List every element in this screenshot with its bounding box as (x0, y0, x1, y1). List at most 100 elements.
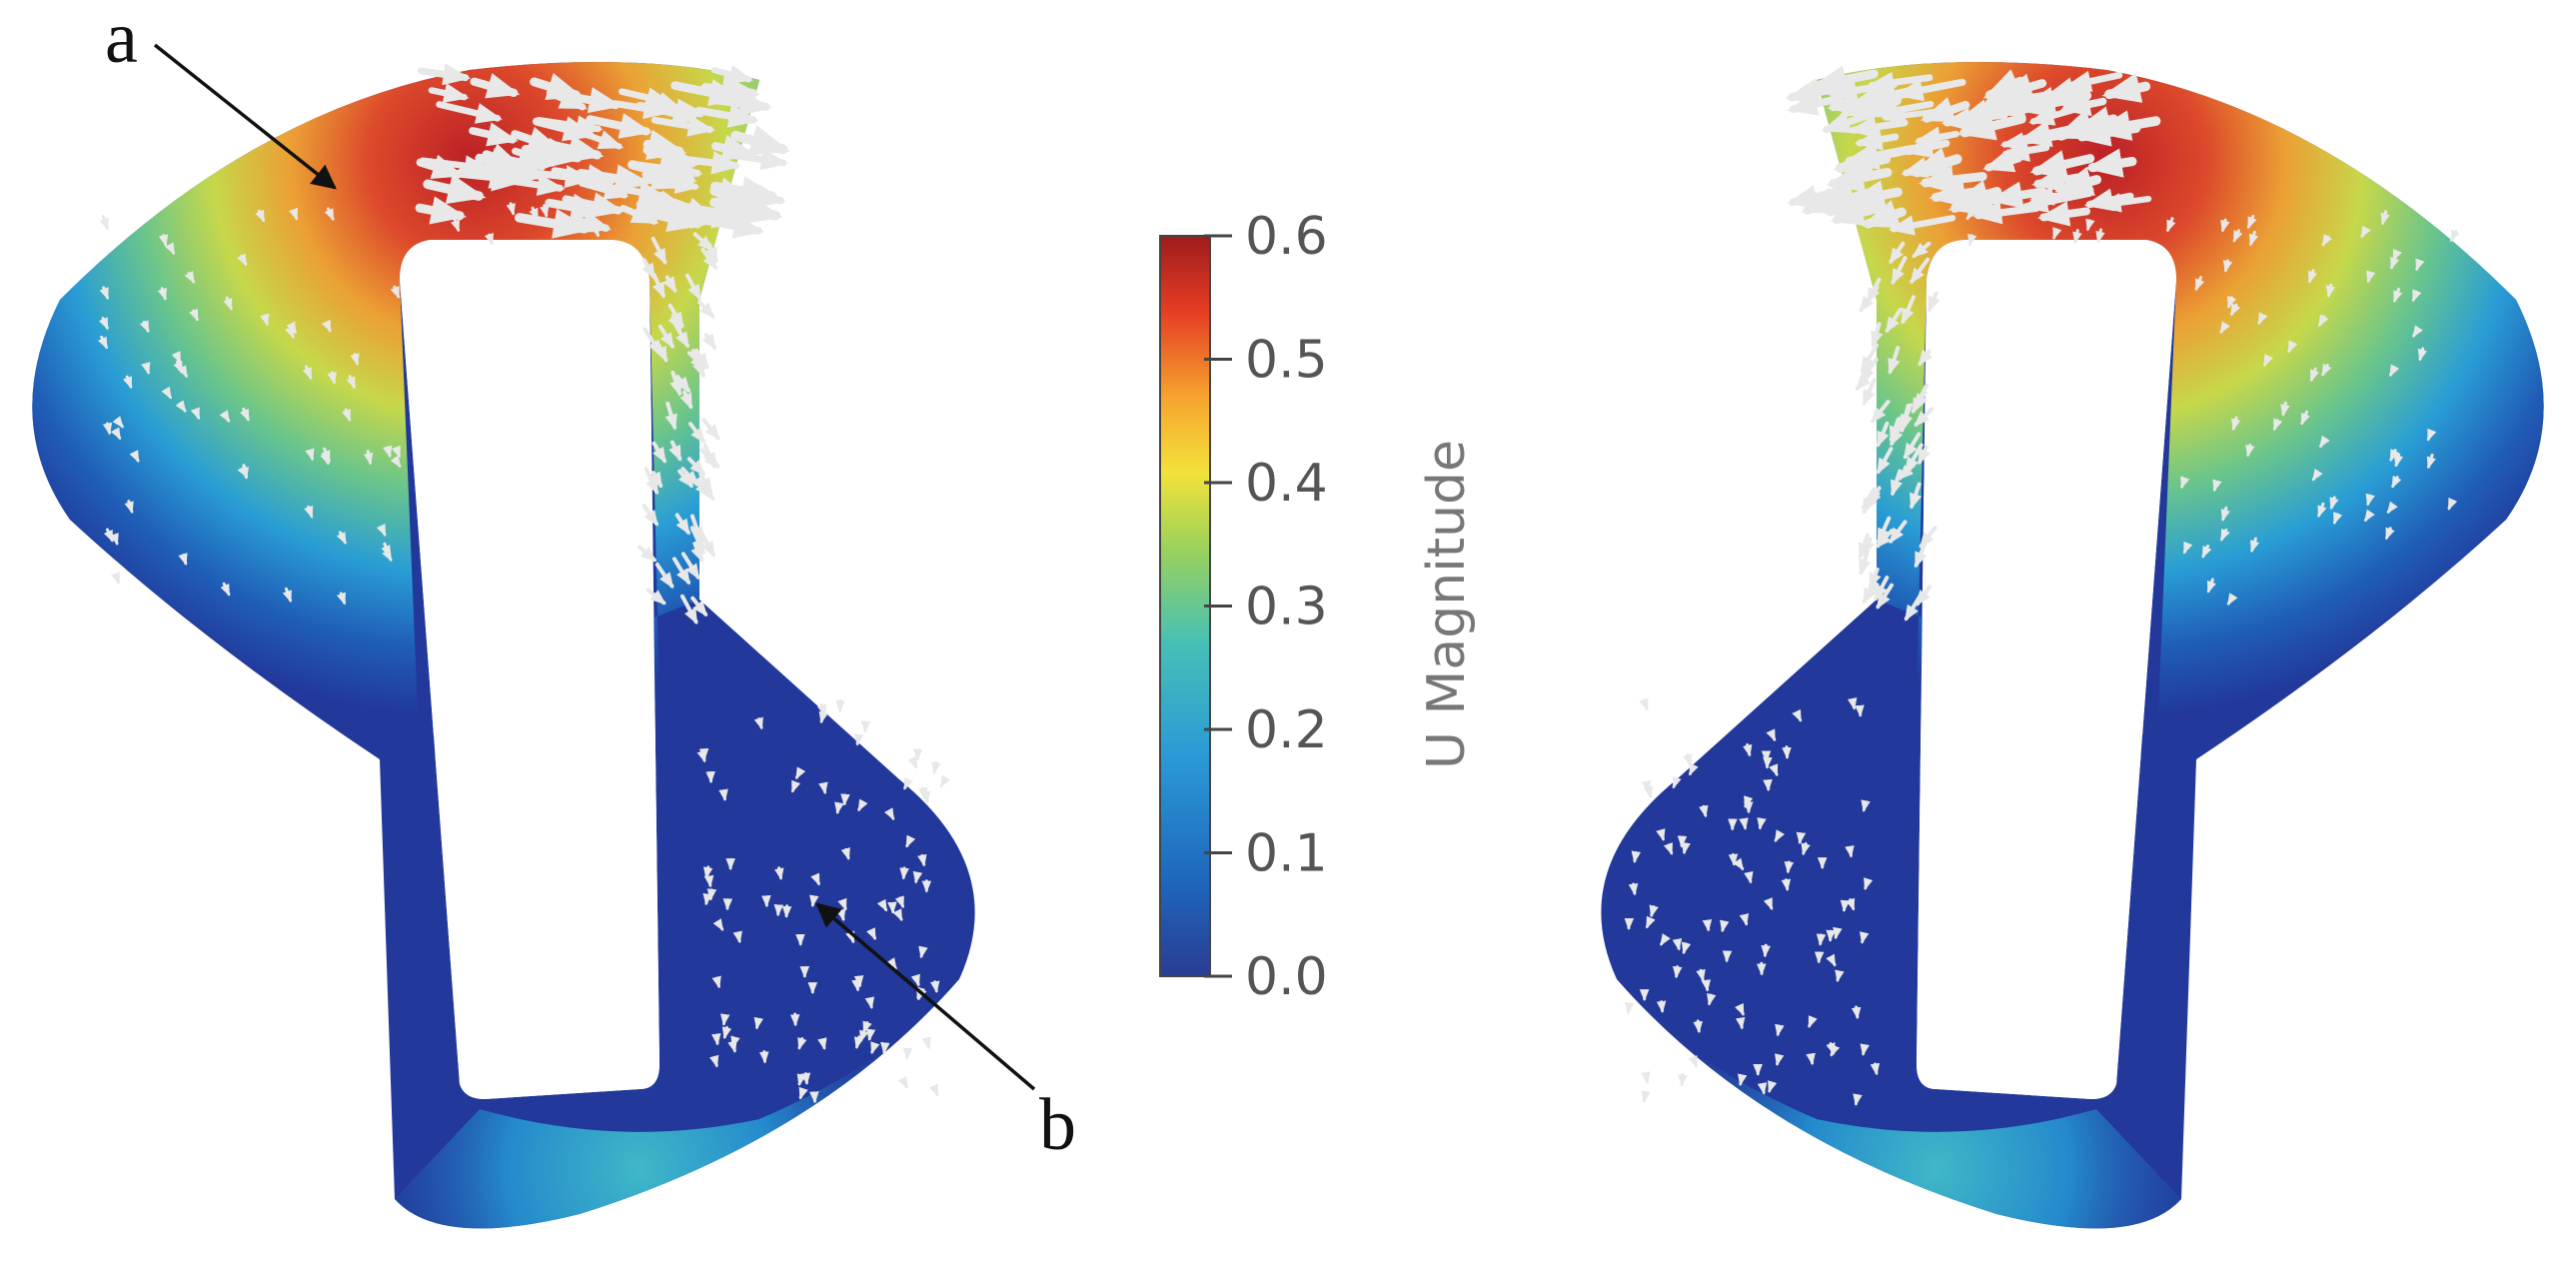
velocity-arrow (2182, 541, 2193, 555)
velocity-arrow (1699, 804, 1709, 818)
velocity-arrow (2319, 435, 2330, 449)
velocity-arrow (2272, 418, 2283, 432)
velocity-arrow (1871, 99, 1934, 121)
velocity-arrow (1861, 799, 1871, 812)
velocity-arrow (1696, 968, 1706, 982)
velocity-arrow (2201, 544, 2212, 559)
velocity-arrow (1876, 447, 1894, 475)
velocity-arrow (530, 73, 584, 101)
velocity-arrow (2246, 214, 2257, 230)
velocity-arrow (110, 427, 122, 441)
velocity-arrow (897, 1075, 908, 1089)
velocity-arrow (363, 450, 374, 466)
colorbar-title: U Magnitude (1417, 440, 1477, 769)
velocity-arrow (177, 365, 188, 379)
velocity-arrow (484, 232, 495, 246)
velocity-arrow (289, 207, 299, 221)
velocity-arrow (2389, 449, 2400, 463)
marker-b: b (815, 902, 1076, 1166)
velocity-arrow (1785, 78, 1848, 106)
velocity-arrow (391, 445, 402, 459)
velocity-arrow (1688, 762, 1699, 776)
velocity-arrow (704, 242, 718, 264)
velocity-arrow (1744, 795, 1754, 809)
velocity-arrow (173, 360, 184, 375)
velocity-arrow (1889, 241, 1906, 265)
velocity-arrow (910, 973, 920, 987)
velocity-arrow (794, 766, 806, 780)
velocity-arrow (1631, 850, 1642, 864)
velocity-arrow (2165, 217, 2176, 233)
velocity-arrow (350, 353, 360, 367)
velocity-arrow (417, 63, 472, 86)
velocity-arrow (109, 533, 119, 546)
velocity-arrow (1851, 1005, 1862, 1020)
velocity-arrow (1774, 829, 1786, 842)
velocity-arrow (2385, 527, 2395, 541)
right-shape-hole (1917, 240, 2176, 1099)
velocity-arrow (725, 148, 789, 171)
velocity-arrow (790, 779, 801, 793)
velocity-arrow (809, 1091, 819, 1104)
velocity-arrow (1847, 82, 1922, 113)
velocity-arrow (1645, 915, 1656, 929)
velocity-arrow (1876, 583, 1894, 610)
marker-a-label: a (105, 0, 138, 79)
velocity-arrow (686, 457, 706, 476)
velocity-arrow (696, 749, 706, 763)
velocity-arrow (1660, 933, 1671, 946)
velocity-arrow (2411, 289, 2422, 303)
velocity-arrow (723, 184, 786, 208)
velocity-arrow (1728, 852, 1739, 866)
colorbar: 0.6 0.5 0.4 0.3 0.2 0.1 0.0 U Magnitude (1159, 207, 1477, 1007)
velocity-arrow (1782, 745, 1792, 760)
velocity-arrow (1845, 844, 1855, 858)
velocity-arrow (2226, 593, 2238, 606)
velocity-arrow (141, 362, 151, 375)
velocity-arrow (853, 733, 864, 746)
velocity-arrow (2317, 314, 2329, 328)
velocity-arrow (1833, 146, 1892, 178)
velocity-arrow (651, 441, 667, 464)
velocity-arrow (189, 308, 199, 322)
velocity-arrow (2257, 312, 2268, 326)
velocity-arrow (1768, 1080, 1778, 1093)
velocity-arrow (2392, 248, 2402, 262)
velocity-arrow (2250, 537, 2260, 554)
velocity-arrow (699, 448, 720, 469)
velocity-arrow (1672, 937, 1683, 951)
velocity-arrow (175, 400, 187, 413)
velocity-arrow (1918, 349, 1933, 367)
velocity-arrow (1781, 878, 1792, 892)
velocity-arrow (2449, 229, 2460, 243)
velocity-arrow (1861, 492, 1881, 510)
velocity-arrow (1806, 1052, 1816, 1066)
velocity-arrow (840, 793, 850, 806)
velocity-arrow (1848, 115, 1909, 139)
velocity-arrow (721, 1025, 732, 1040)
velocity-arrow (702, 892, 712, 906)
velocity-arrow (390, 285, 401, 299)
velocity-arrow (710, 1033, 721, 1046)
velocity-arrow (1912, 241, 1932, 258)
velocity-arrow (654, 343, 668, 364)
velocity-arrow (651, 272, 665, 299)
velocity-arrow (657, 324, 674, 350)
velocity-arrow (1864, 877, 1874, 891)
velocity-arrow (870, 1041, 880, 1055)
velocity-arrow (929, 980, 940, 994)
velocity-arrow (1826, 953, 1837, 967)
velocity-arrow (1973, 96, 2038, 120)
velocity-arrow (1663, 842, 1674, 855)
velocity-arrow (178, 553, 188, 567)
velocity-arrow (686, 351, 706, 370)
velocity-arrow (2054, 166, 2102, 197)
velocity-arrow (1870, 1062, 1881, 1076)
velocity-arrow (1947, 188, 2010, 216)
velocity-arrow (1641, 1090, 1651, 1103)
velocity-arrow (2031, 167, 2082, 193)
velocity-arrow (583, 219, 594, 233)
velocity-arrow (667, 303, 684, 329)
velocity-arrow (99, 215, 109, 231)
velocity-arrow (642, 258, 656, 280)
